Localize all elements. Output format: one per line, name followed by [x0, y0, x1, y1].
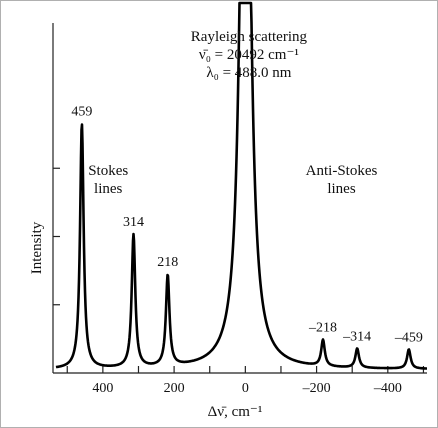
y-axis-label: Intensity [29, 221, 45, 274]
peak-labels: 459 314 218 –218 –314 –459 [71, 104, 422, 345]
chart-title: Rayleigh scattering ν̄₀ = 20492 cm⁻¹ λ₀ = … [191, 29, 308, 81]
y-ticks [53, 167, 60, 306]
region-labels: Stokes lines Anti-Stokes lines [88, 163, 377, 197]
stokes-lines-label: lines [94, 181, 122, 197]
spectrum-line [55, 1, 428, 370]
anti-stokes-lines-label: lines [327, 181, 355, 197]
x-tick-label: 0 [242, 381, 249, 396]
anti-stokes-lines-label: Anti-Stokes [306, 163, 378, 179]
axes [52, 23, 427, 374]
x-ticks: 400 200 0 –200 –400 [66, 366, 425, 396]
x-axis-label: Δν̄, cm⁻¹ [208, 404, 263, 420]
peak-label: 459 [71, 104, 92, 119]
peak-label: –314 [342, 329, 371, 344]
title-line: ν̄₀ = 20492 cm⁻¹ [199, 47, 299, 63]
x-tick-label: 200 [164, 381, 185, 396]
peak-label: 314 [123, 215, 144, 230]
peak-label: –218 [308, 321, 337, 336]
peak-label: –459 [394, 330, 423, 345]
title-line: Rayleigh scattering [191, 29, 308, 45]
x-tick-label: –200 [302, 381, 331, 396]
title-line: λ₀ = 488.0 nm [206, 65, 291, 81]
x-tick-label: –400 [373, 381, 402, 396]
stokes-lines-label: Stokes [88, 163, 128, 179]
x-tick-label: 400 [92, 381, 113, 396]
peak-label: 218 [157, 255, 178, 270]
